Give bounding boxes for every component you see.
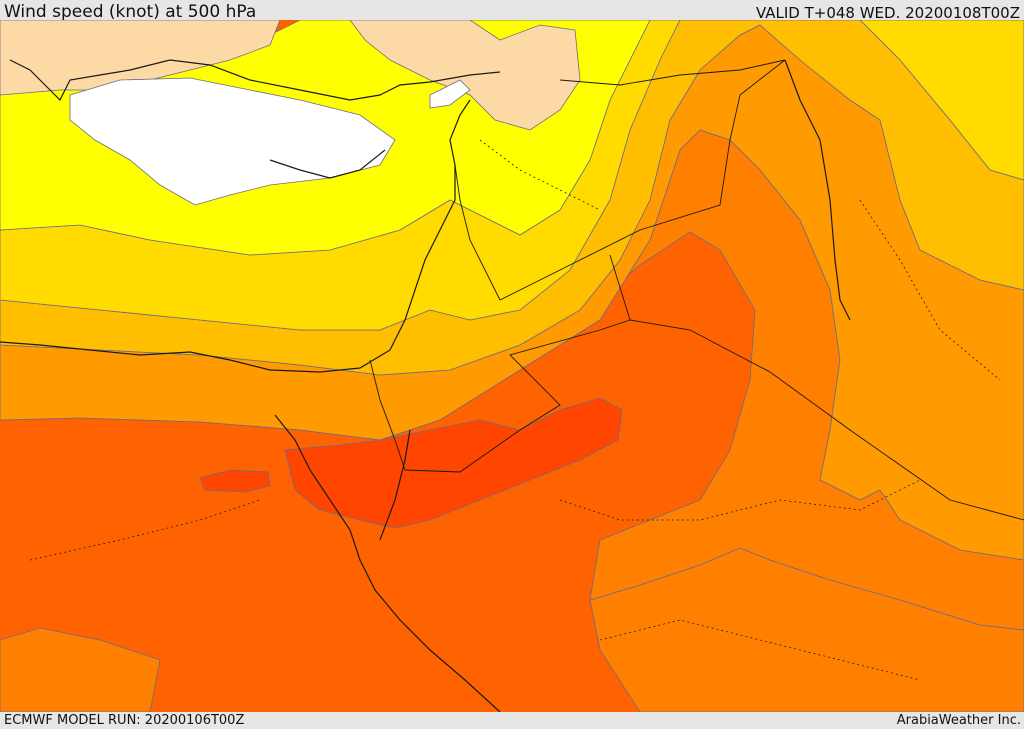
band-orange-sw [0,627,161,712]
valid-time-label: VALID T+048 WED. 20200108T00Z [755,4,1020,22]
wind-speed-map [0,20,1024,712]
band-peach [0,20,281,96]
header-bar [0,0,1024,22]
credit-label: ArabiaWeather Inc. [896,713,1021,728]
band-peach-ne [349,20,581,131]
band-red-small [199,469,271,493]
band-red-core [284,397,623,529]
country-borders [369,59,1024,521]
model-run-label: ECMWF MODEL RUN: 20200106T00Z [4,713,245,728]
internal-borders [29,139,1001,681]
coastlines [0,59,851,712]
band-gold-east [859,20,1024,181]
footer-bar [0,712,1024,729]
band-white-small [429,79,471,109]
map-canvas [0,20,1024,712]
map-title: Wind speed (knot) at 500 hPa [4,2,257,22]
